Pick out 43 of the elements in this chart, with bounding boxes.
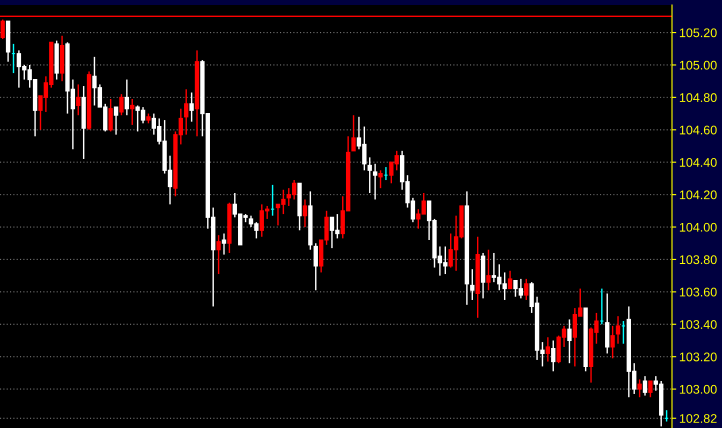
candlestick bbox=[184, 88, 188, 136]
candlestick bbox=[546, 336, 550, 362]
y-tick-label: 103.40 bbox=[680, 320, 717, 329]
y-tick-label: 103.80 bbox=[680, 255, 717, 264]
y-tick-label: 104.60 bbox=[680, 126, 717, 134]
candlestick bbox=[372, 163, 378, 200]
candlestick bbox=[130, 98, 134, 126]
candlestick bbox=[616, 315, 620, 344]
candlestick bbox=[351, 114, 356, 152]
candlestick bbox=[76, 84, 80, 116]
candlestick bbox=[124, 78, 130, 116]
candlestick bbox=[368, 156, 372, 194]
candlestick bbox=[610, 325, 615, 360]
y-tick-label: 103.60 bbox=[680, 288, 717, 297]
y-tick-label: 104.00 bbox=[680, 222, 717, 232]
candlestick bbox=[119, 93, 124, 116]
y-tick-label: 104.80 bbox=[680, 93, 717, 102]
candlestick bbox=[0, 18, 5, 40]
candlestick bbox=[302, 198, 308, 228]
y-tick-label: 103.00 bbox=[680, 384, 717, 394]
candlestick bbox=[314, 242, 318, 291]
candlestick bbox=[567, 318, 572, 364]
y-tick-label: 104.20 bbox=[680, 190, 717, 200]
candlestick bbox=[146, 112, 151, 124]
candlestick bbox=[222, 232, 226, 256]
candlestick bbox=[470, 268, 474, 301]
y-tick-label: 105.00 bbox=[680, 60, 717, 70]
candlestick bbox=[642, 375, 648, 396]
candlestick bbox=[216, 234, 221, 275]
candlestick bbox=[508, 270, 512, 290]
y-tick-label: 105.20 bbox=[680, 28, 717, 38]
y-tick-label: 104.40 bbox=[680, 158, 717, 167]
y-tick-label: 102.82 bbox=[680, 414, 717, 423]
candlestick bbox=[524, 278, 528, 301]
candlestick bbox=[637, 378, 642, 398]
candlestick bbox=[114, 106, 118, 136]
candlestick bbox=[108, 98, 113, 132]
candlestick bbox=[189, 92, 194, 122]
candlestick bbox=[648, 380, 653, 398]
candlestick bbox=[486, 249, 491, 291]
candlestick bbox=[551, 340, 556, 372]
candlestick bbox=[378, 170, 383, 189]
y-tick-label: 103.20 bbox=[680, 352, 717, 362]
